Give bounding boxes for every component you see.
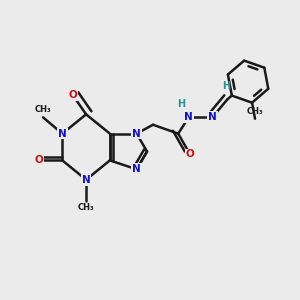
Text: O: O [186, 149, 194, 160]
Text: CH₃: CH₃ [78, 203, 94, 212]
Text: CH₃: CH₃ [247, 107, 263, 116]
Text: N: N [58, 129, 67, 139]
Text: N: N [82, 175, 91, 185]
Text: H: H [222, 81, 230, 91]
Text: O: O [68, 90, 77, 100]
Text: N: N [184, 112, 193, 122]
Text: N: N [132, 129, 141, 139]
Text: N: N [208, 112, 217, 122]
Text: CH₃: CH₃ [35, 105, 51, 114]
Text: H: H [177, 99, 185, 109]
Text: O: O [34, 155, 43, 165]
Text: N: N [132, 164, 141, 174]
